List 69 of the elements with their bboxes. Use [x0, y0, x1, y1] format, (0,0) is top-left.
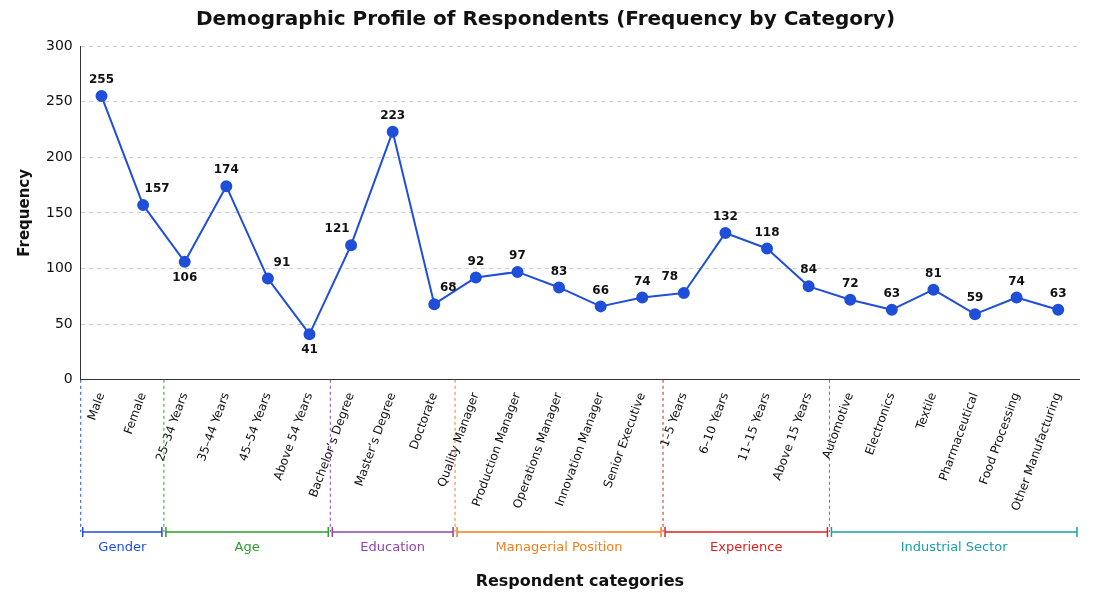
point: [1052, 303, 1065, 316]
data-label: 78: [661, 269, 679, 284]
x-axis-title: Respondent categories: [475, 571, 685, 591]
point: [594, 300, 607, 313]
x-tick-label: 6–10 Years: [696, 390, 732, 456]
x-tick-label: 25–34 Years: [152, 390, 191, 464]
point: [1010, 291, 1023, 304]
y-tick-label: 0: [63, 370, 73, 387]
point: [677, 287, 690, 300]
y-tick-label: 250: [45, 92, 73, 109]
point: [345, 239, 358, 252]
text: Education: [360, 538, 426, 554]
y-tick-label: 150: [45, 203, 73, 220]
point: [261, 272, 274, 285]
point: [95, 90, 108, 103]
text: Industrial Sector: [900, 538, 1009, 554]
point: [511, 265, 524, 278]
point: [137, 199, 150, 212]
data-label: 132: [712, 209, 738, 224]
data-label: 81: [925, 265, 942, 280]
data-label: 92: [467, 253, 485, 268]
x-tick-label: 35–44 Years: [194, 390, 233, 464]
data-label: 68: [439, 280, 457, 295]
text: Experience: [709, 538, 783, 554]
data-label: 174: [213, 162, 239, 177]
point: [927, 283, 940, 296]
point: [802, 280, 815, 293]
data-label: 83: [550, 263, 568, 278]
text: Managerial Position: [495, 538, 623, 554]
point: [428, 298, 441, 311]
data-label: 66: [592, 282, 610, 297]
point: [844, 293, 857, 306]
point: [220, 180, 233, 193]
y-tick-label: 50: [54, 314, 73, 331]
point: [178, 255, 191, 268]
y-axis-title: Frequency: [14, 168, 33, 257]
data-label: 59: [966, 290, 984, 305]
point: [719, 226, 732, 239]
text: Gender: [98, 538, 147, 554]
data-label: 106: [172, 269, 198, 284]
y-tick-label: 300: [45, 36, 73, 53]
data-label: 121: [324, 221, 350, 236]
chart-title: Demographic Profile of Respondents (Frequency by Category): [195, 6, 896, 31]
point: [885, 303, 898, 316]
data-label: 84: [800, 262, 817, 277]
point: [469, 271, 482, 284]
data-label: 74: [1008, 273, 1025, 288]
point: [969, 308, 982, 321]
data-label: 118: [754, 224, 780, 239]
data-label: 255: [88, 72, 115, 87]
data-label: 91: [273, 254, 291, 269]
data-label: 41: [301, 342, 318, 357]
data-label: 223: [380, 107, 406, 122]
point: [303, 328, 316, 341]
data-label: 63: [1049, 285, 1067, 300]
y-tick-label: 100: [45, 259, 73, 276]
point: [761, 242, 774, 255]
x-tick-label: Male: [84, 390, 108, 423]
x-tick-label: 1–5 Years: [657, 390, 690, 449]
point: [386, 125, 399, 138]
point: [636, 291, 649, 304]
data-label: 157: [144, 181, 170, 196]
data-label: 63: [883, 285, 901, 300]
data-label: 97: [509, 248, 526, 263]
data-label: 72: [841, 275, 859, 290]
y-tick-label: 200: [45, 147, 73, 164]
text: Age: [234, 538, 260, 554]
point: [553, 281, 566, 294]
data-label: 74: [633, 273, 651, 288]
